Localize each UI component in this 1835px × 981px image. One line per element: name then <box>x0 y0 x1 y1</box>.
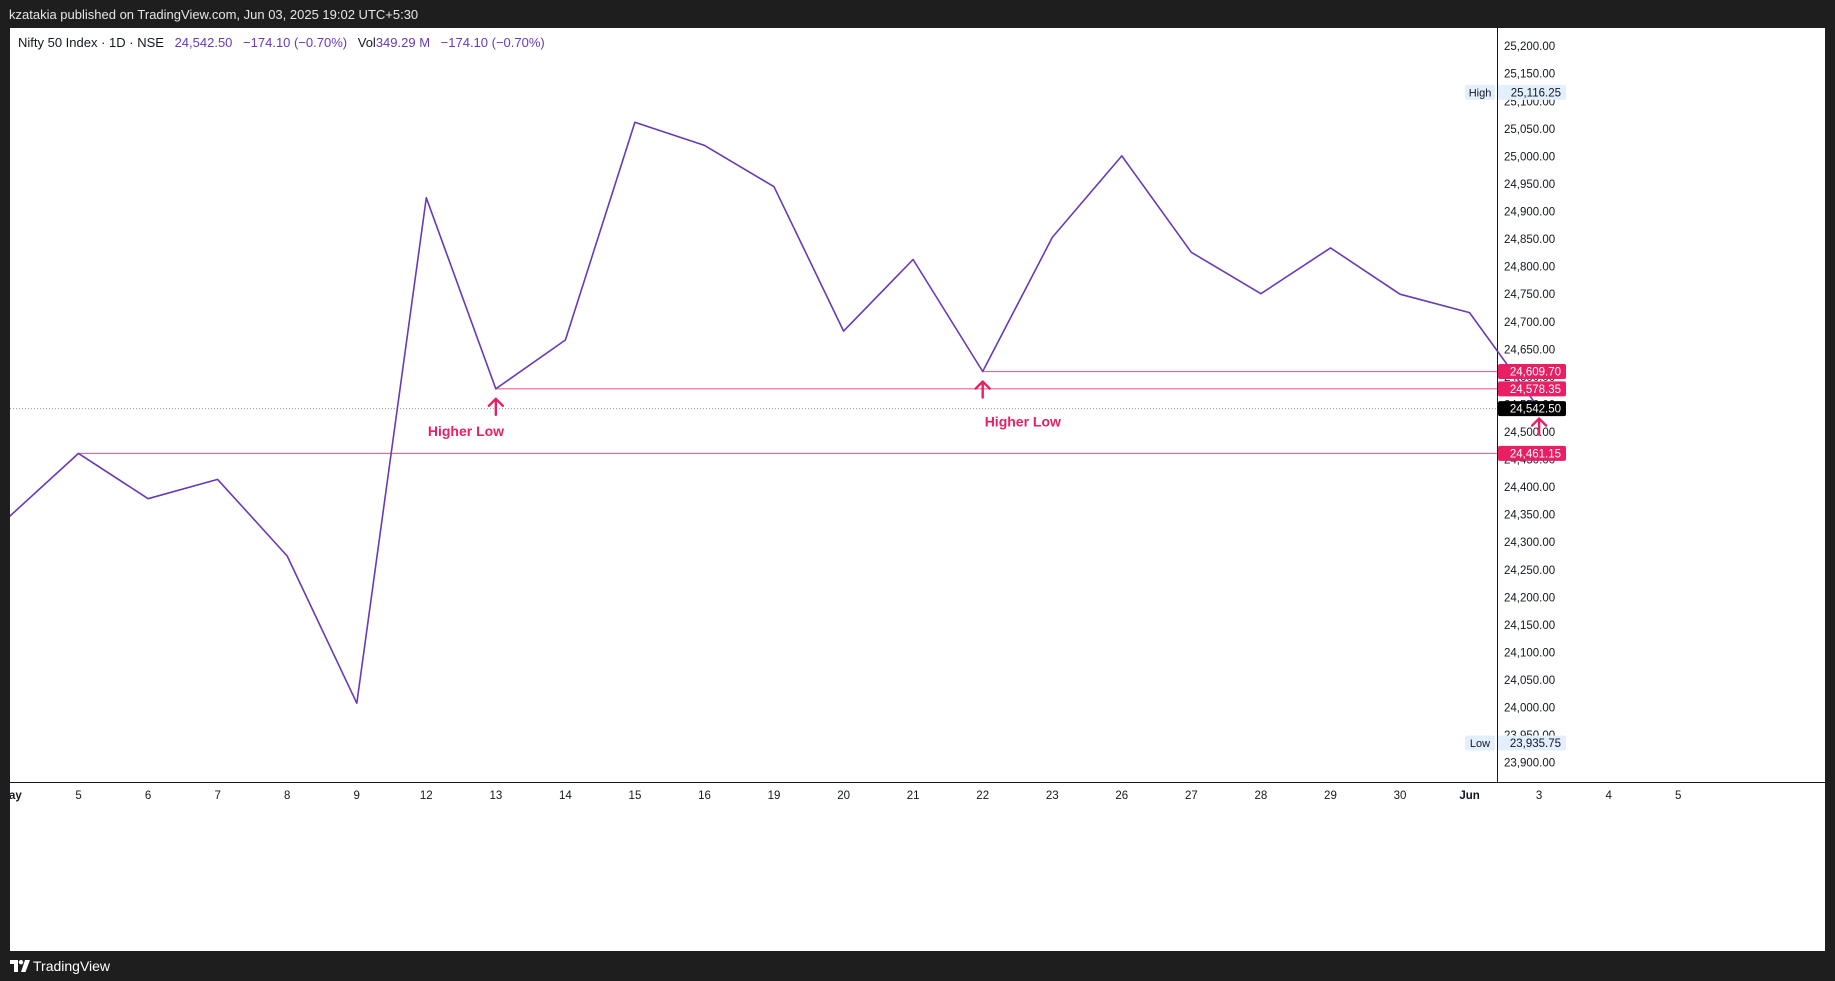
x-tick-label: 3 <box>1536 790 1542 802</box>
x-tick-label: 7 <box>214 790 220 802</box>
x-tick-label: 23 <box>1046 790 1059 802</box>
y-tick-label: 23,900.00 <box>1504 758 1555 770</box>
low-value-label: 23,935.75 <box>1510 738 1561 750</box>
x-tick-label: 6 <box>145 790 151 802</box>
x-tick-label: 8 <box>284 790 290 802</box>
x-tick-label: 13 <box>489 790 502 802</box>
line-price-label: 24,609.70 <box>1510 367 1561 379</box>
line-price-label: 24,578.35 <box>1510 384 1561 396</box>
symbol-title[interactable]: Nifty 50 Index · 1D · NSE <box>18 35 164 50</box>
y-tick-label: 24,200.00 <box>1504 592 1555 604</box>
price-change: −174.10 (−0.70%) <box>243 35 348 50</box>
volume-label: Vol <box>357 35 376 50</box>
y-tick-label: 24,800.00 <box>1504 262 1555 274</box>
high-tag-bg <box>1465 84 1495 100</box>
high-value-label-bg <box>1498 84 1566 100</box>
line-price-label-bg <box>1498 381 1566 397</box>
x-tick-label: 29 <box>1324 790 1337 802</box>
x-tick-label: 19 <box>768 790 781 802</box>
x-tick-label: 27 <box>1185 790 1198 802</box>
chart-area[interactable]: 23,900.0023,950.0024,000.0024,050.0024,1… <box>10 28 1825 951</box>
volume-value: 349.29 M <box>375 35 431 50</box>
up-arrow-icon <box>1530 417 1548 436</box>
x-tick-label: 12 <box>420 790 433 802</box>
last-price-value: 24,542.50 <box>174 35 233 50</box>
x-tick-label: 4 <box>1605 790 1612 802</box>
last-price-label-bg <box>1498 401 1566 417</box>
low-value-label-bg <box>1498 735 1566 751</box>
publish-info: kzatakia published on TradingView.com, J… <box>9 7 419 22</box>
y-tick-label: 24,700.00 <box>1504 317 1555 329</box>
low-tag: Low <box>1470 738 1490 750</box>
y-tick-label: 24,650.00 <box>1504 344 1555 356</box>
y-tick-label: 24,350.00 <box>1504 510 1555 522</box>
x-tick-label: 28 <box>1255 790 1268 802</box>
y-tick-label: 24,950.00 <box>1504 179 1555 191</box>
volume-change: −174.10 (−0.70%) <box>440 35 545 50</box>
y-tick-label: 24,000.00 <box>1504 703 1555 715</box>
y-tick-label: 24,400.00 <box>1504 482 1555 494</box>
high-value-label: 25,116.25 <box>1511 87 1561 99</box>
line-price-label-bg <box>1498 364 1566 380</box>
annotation-label: Higher Low <box>428 423 504 439</box>
tradingview-brand[interactable]: TradingView <box>33 958 111 974</box>
price-chart[interactable]: 23,900.0023,950.0024,000.0024,050.0024,1… <box>10 28 1825 951</box>
x-tick-label: 9 <box>354 790 360 802</box>
y-tick-label: 24,900.00 <box>1504 207 1555 219</box>
price-line <box>10 121 1540 705</box>
x-tick-label: 21 <box>907 790 920 802</box>
y-tick-label: 24,050.00 <box>1504 675 1555 687</box>
y-tick-label: 24,300.00 <box>1504 537 1555 549</box>
up-arrow-icon <box>487 397 505 417</box>
x-tick-label: 5 <box>1675 790 1681 802</box>
y-tick-label: 24,500.00 <box>1504 427 1555 439</box>
x-tick-label: 16 <box>698 790 711 802</box>
y-tick-label: 24,250.00 <box>1504 565 1555 577</box>
tradingview-logo-icon <box>10 960 30 972</box>
footer-bar: TradingView <box>0 951 1835 980</box>
y-tick-label: 24,850.00 <box>1504 234 1555 246</box>
up-arrow-icon <box>974 380 991 399</box>
x-tick-label: 30 <box>1394 790 1407 802</box>
y-tick-label: 25,150.00 <box>1504 69 1555 81</box>
publish-header: kzatakia published on TradingView.com, J… <box>0 0 1835 28</box>
low-tag-bg <box>1465 735 1495 751</box>
y-tick-label: 24,150.00 <box>1504 620 1555 632</box>
y-tick-label: 25,200.00 <box>1504 41 1555 53</box>
y-tick-label: 25,050.00 <box>1504 124 1555 136</box>
symbol-legend: Nifty 50 Index · 1D · NSE 24,542.50 −174… <box>18 35 545 50</box>
x-tick-label: 20 <box>837 790 850 802</box>
x-tick-label: 22 <box>976 790 989 802</box>
last-price-label: 24,542.50 <box>1510 404 1561 416</box>
line-price-label: 24,461.15 <box>1510 448 1561 460</box>
x-tick-label: ay <box>10 790 22 802</box>
y-tick-label: 24,100.00 <box>1504 647 1555 659</box>
x-tick-label: Jun <box>1459 790 1479 802</box>
x-tick-label: 5 <box>75 790 81 802</box>
x-tick-label: 15 <box>629 790 642 802</box>
y-tick-label: 25,000.00 <box>1504 151 1555 163</box>
y-tick-label: 24,750.00 <box>1504 289 1555 301</box>
line-price-label-bg <box>1498 445 1566 461</box>
x-tick-label: 26 <box>1115 790 1128 802</box>
x-tick-label: 14 <box>559 790 572 802</box>
high-tag: High <box>1469 87 1492 99</box>
annotation-label: Higher Low <box>985 414 1061 430</box>
